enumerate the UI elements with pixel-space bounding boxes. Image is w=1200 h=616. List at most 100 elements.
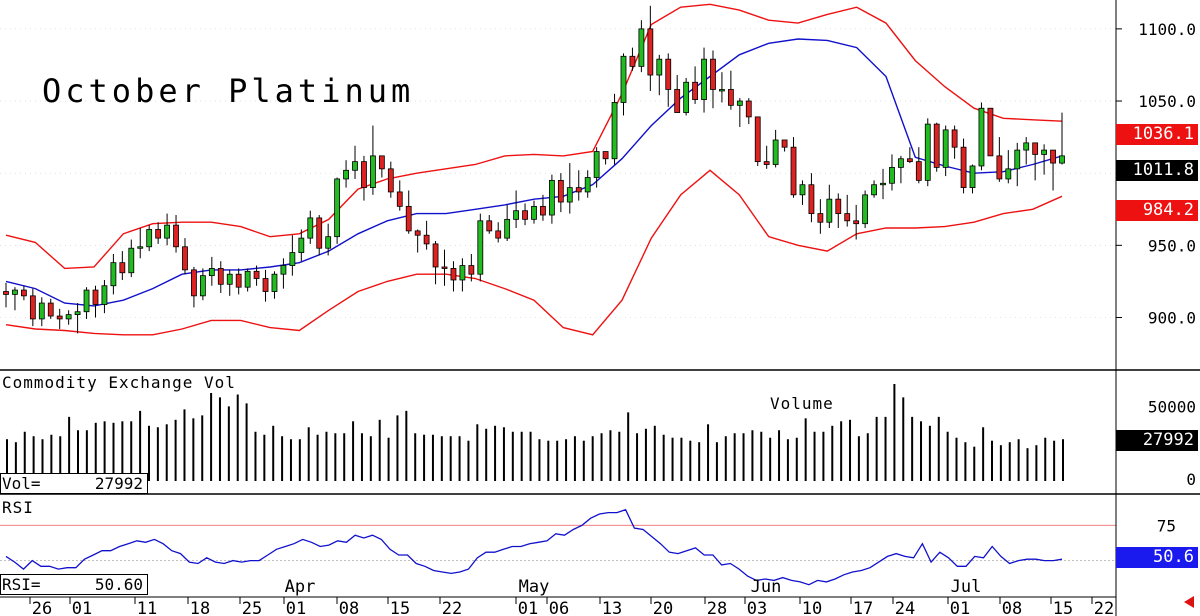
candle [47, 298, 54, 319]
date-tick-label: 11 [137, 599, 157, 616]
volume-readout: Vol= 27992 [0, 473, 148, 494]
candle-body [378, 155, 385, 170]
candlestick-series [3, 5, 1065, 334]
candle-body [352, 161, 358, 171]
candle [566, 163, 573, 214]
candle-body [763, 161, 770, 165]
candle-body [20, 289, 27, 297]
candle [701, 47, 707, 113]
candle [208, 256, 215, 286]
price-tick-label: 950.0 [1148, 236, 1196, 255]
candle [835, 193, 842, 229]
candle-body [164, 224, 170, 239]
candle [155, 222, 162, 244]
candle [710, 50, 716, 109]
candle [405, 190, 412, 234]
candle [781, 139, 788, 152]
candle-body [584, 177, 591, 193]
candle [736, 98, 743, 127]
candle [1005, 150, 1012, 184]
candle-body [754, 116, 761, 163]
candle-body [244, 270, 251, 288]
candle-body [933, 123, 940, 168]
candle-body [468, 265, 475, 275]
month-label: Jul [951, 577, 982, 597]
candle-body [56, 315, 63, 320]
candle-body [1041, 149, 1048, 155]
candle [1050, 149, 1056, 191]
candle-body [1059, 155, 1065, 164]
candle-body [307, 217, 314, 239]
candle [352, 145, 358, 179]
candle-body [656, 58, 663, 76]
date-tick-label: 01 [950, 599, 970, 616]
candle-body [101, 285, 108, 305]
date-tick-label: 03 [747, 599, 767, 616]
candle [316, 215, 323, 256]
candle [119, 251, 126, 280]
rsi-line [5, 508, 1063, 586]
volume-pane-label: Commodity Exchange Vol [2, 373, 236, 392]
candle-body [844, 213, 851, 222]
price-tick-label: 1050.0 [1138, 92, 1196, 111]
candle-body [146, 229, 153, 248]
candle-body [701, 58, 707, 100]
candle-body [253, 270, 260, 279]
candle [799, 180, 806, 205]
candle-body [987, 107, 994, 157]
candle [137, 228, 144, 259]
candle-body [889, 167, 895, 184]
candle [182, 238, 188, 275]
candle [522, 203, 528, 226]
volume-readout-value: 27992 [94, 474, 143, 493]
price-tick-label: 900.0 [1148, 308, 1196, 327]
candle [826, 184, 833, 229]
scroll-left-arrow-icon[interactable] [1184, 596, 1194, 608]
candle-body [540, 205, 546, 216]
candle [531, 200, 537, 224]
candle [557, 173, 564, 213]
candle-body [799, 184, 806, 196]
candle [459, 258, 466, 292]
candle-body [396, 191, 403, 207]
candle [450, 261, 457, 292]
candle-body [638, 28, 645, 67]
candle [38, 297, 45, 327]
lower-band-path [5, 169, 1063, 336]
candle [361, 155, 367, 201]
candle-body [387, 168, 394, 193]
candle-body [477, 220, 484, 275]
candle [423, 220, 430, 250]
moving-average-path [5, 38, 1063, 307]
candle [674, 75, 681, 113]
candle-body [745, 100, 752, 118]
candle [933, 122, 940, 172]
date-tick-label: 22 [1094, 599, 1114, 616]
candle-body [504, 218, 511, 239]
candle [298, 229, 305, 262]
candle-body [978, 107, 985, 167]
candle-body [3, 291, 9, 295]
candle [1032, 142, 1039, 181]
candle-body [898, 158, 904, 168]
candle [790, 137, 797, 198]
candle [325, 223, 332, 256]
rsi-readout-key: RSI= [2, 575, 41, 594]
candle-body [423, 234, 430, 245]
candle [271, 271, 278, 299]
candle [620, 53, 627, 116]
candle [504, 204, 511, 242]
rsi-tick-label: 75 [1157, 516, 1176, 535]
date-tick-label: 17 [853, 599, 873, 616]
candle-body [119, 262, 126, 274]
candle-body [235, 273, 242, 288]
candle-body [566, 187, 573, 203]
candle-body [370, 155, 376, 189]
candle-body [835, 198, 842, 214]
candle-body [361, 161, 367, 189]
candle [951, 125, 958, 159]
candle-body [495, 230, 502, 239]
candle [540, 194, 546, 221]
candle-body [683, 81, 690, 113]
candle [548, 174, 555, 224]
